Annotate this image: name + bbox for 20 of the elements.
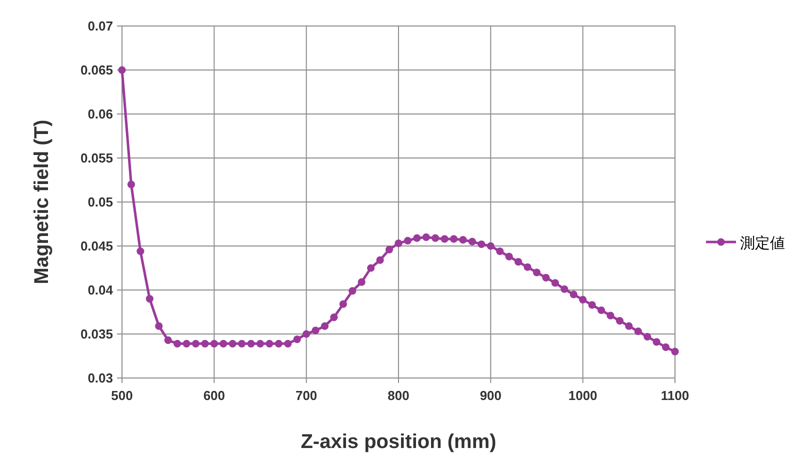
legend-label: 測定値 <box>740 235 785 252</box>
y-axis-title: Magnetic field (T) <box>31 120 53 284</box>
y-tick-label: 0.04 <box>88 282 114 298</box>
y-tick-label: 0.07 <box>88 18 113 34</box>
x-tick-label: 700 <box>295 388 318 403</box>
x-tick-label: 800 <box>388 388 410 403</box>
legend: 測定値 <box>706 235 785 252</box>
x-tick-label: 500 <box>111 388 133 403</box>
y-tick-label: 0.03 <box>88 370 113 386</box>
x-tick-label: 900 <box>480 388 502 403</box>
y-tick-label: 0.035 <box>80 326 113 342</box>
y-tick-label: 0.055 <box>80 150 113 166</box>
y-tick-label: 0.06 <box>88 106 113 122</box>
y-tick-label: 0.05 <box>88 194 113 210</box>
y-tick-label: 0.065 <box>80 62 113 78</box>
x-tick-label: 1000 <box>568 388 598 403</box>
x-axis-title: Z-axis position (mm) <box>300 431 496 453</box>
x-tick-label: 1100 <box>660 388 690 403</box>
x-tick-label: 600 <box>203 388 226 403</box>
y-tick-label: 0.045 <box>80 238 113 254</box>
